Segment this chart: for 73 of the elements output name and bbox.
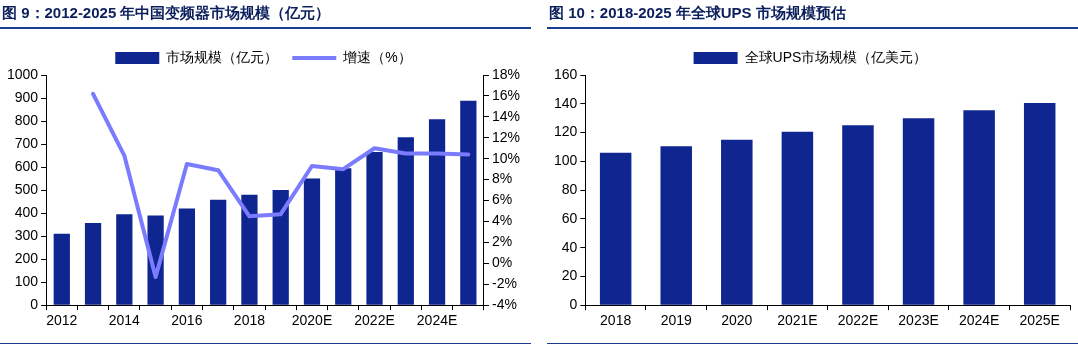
x-tick-label: 2020 [721, 312, 753, 329]
y2-tick-label: 16% [491, 86, 521, 103]
y-tick-label: 200 [14, 250, 39, 267]
bar [721, 139, 753, 305]
y2-tick-label: 2% [491, 233, 513, 250]
chart-title: 图 9：2012-2025 年中国变频器市场规模（亿元） [0, 0, 531, 29]
y-tick-label: 120 [554, 123, 578, 140]
legend-label: 市场规模（亿元） [166, 48, 279, 65]
bar [781, 131, 814, 305]
x-tick-label: 2021E [777, 312, 818, 329]
x-tick-label: 2023E [898, 312, 939, 329]
y-tick-label: 800 [14, 111, 39, 128]
bar [366, 152, 383, 305]
bar [84, 223, 102, 305]
y-tick-label: 400 [14, 203, 39, 220]
y2-tick-label: -2% [491, 275, 517, 292]
bar [428, 119, 446, 305]
bar [660, 146, 692, 305]
x-tick-label: 2014 [108, 312, 141, 329]
y-tick-label: 140 [554, 94, 578, 111]
x-tick-label: 2018 [600, 312, 632, 329]
x-tick-label: 2024E [958, 312, 1000, 329]
x-tick-label: 2022E [837, 312, 879, 329]
x-tick-label: 2018 [233, 312, 266, 329]
y-tick-label: 700 [14, 134, 39, 151]
y-tick-label: 1000 [6, 65, 39, 82]
y-tick-label: 900 [14, 88, 39, 105]
y2-tick-label: 12% [491, 128, 521, 145]
bar [53, 233, 70, 305]
bar [178, 208, 196, 305]
chart-title: 图 10：2018-2025 年全球UPS 市场规模预估 [547, 0, 1078, 29]
y-tick-label: 600 [14, 157, 39, 174]
bar [842, 125, 874, 305]
y2-tick-label: 10% [491, 149, 521, 166]
y-tick-label: 500 [14, 180, 39, 197]
x-tick-label: 2012 [46, 312, 78, 329]
y-tick-label: 100 [554, 152, 578, 169]
y-tick-label: 160 [554, 65, 578, 82]
y-tick-label: 100 [14, 273, 39, 290]
y2-tick-label: 14% [491, 107, 521, 124]
y2-tick-label: -4% [491, 296, 517, 313]
bar [397, 137, 414, 305]
legend-label: 全球UPS市场规模（亿美元） [744, 48, 928, 65]
bar [1023, 103, 1056, 305]
y-tick-label: 80 [561, 180, 578, 197]
x-tick-label: 2024E [416, 312, 458, 329]
bar [460, 100, 477, 305]
y-tick-label: 20 [561, 267, 578, 284]
y-tick-label: 60 [561, 209, 578, 226]
bar [902, 118, 935, 305]
y2-tick-label: 6% [491, 191, 513, 208]
y2-tick-label: 0% [491, 254, 513, 271]
bar [241, 194, 258, 305]
bar [210, 199, 227, 305]
bar [963, 110, 995, 305]
x-tick-label: 2020E [291, 312, 333, 329]
y2-tick-label: 8% [491, 170, 513, 187]
x-tick-label: 2016 [171, 312, 203, 329]
x-tick-label: 2019 [660, 312, 693, 329]
y-tick-label: 40 [561, 238, 578, 255]
y2-tick-label: 4% [491, 212, 513, 229]
bar [272, 190, 289, 305]
bar [335, 168, 352, 305]
x-tick-label: 2022E [354, 312, 395, 329]
y2-tick-label: 18% [491, 65, 521, 82]
bar [599, 152, 632, 305]
y-tick-label: 300 [14, 227, 39, 243]
bar [303, 178, 321, 305]
bar [116, 214, 133, 305]
y-tick-label: 0 [30, 296, 39, 313]
legend-label: 增速（%） [342, 48, 412, 65]
x-tick-label: 2025E [1019, 312, 1060, 329]
y-tick-label: 0 [569, 296, 578, 313]
